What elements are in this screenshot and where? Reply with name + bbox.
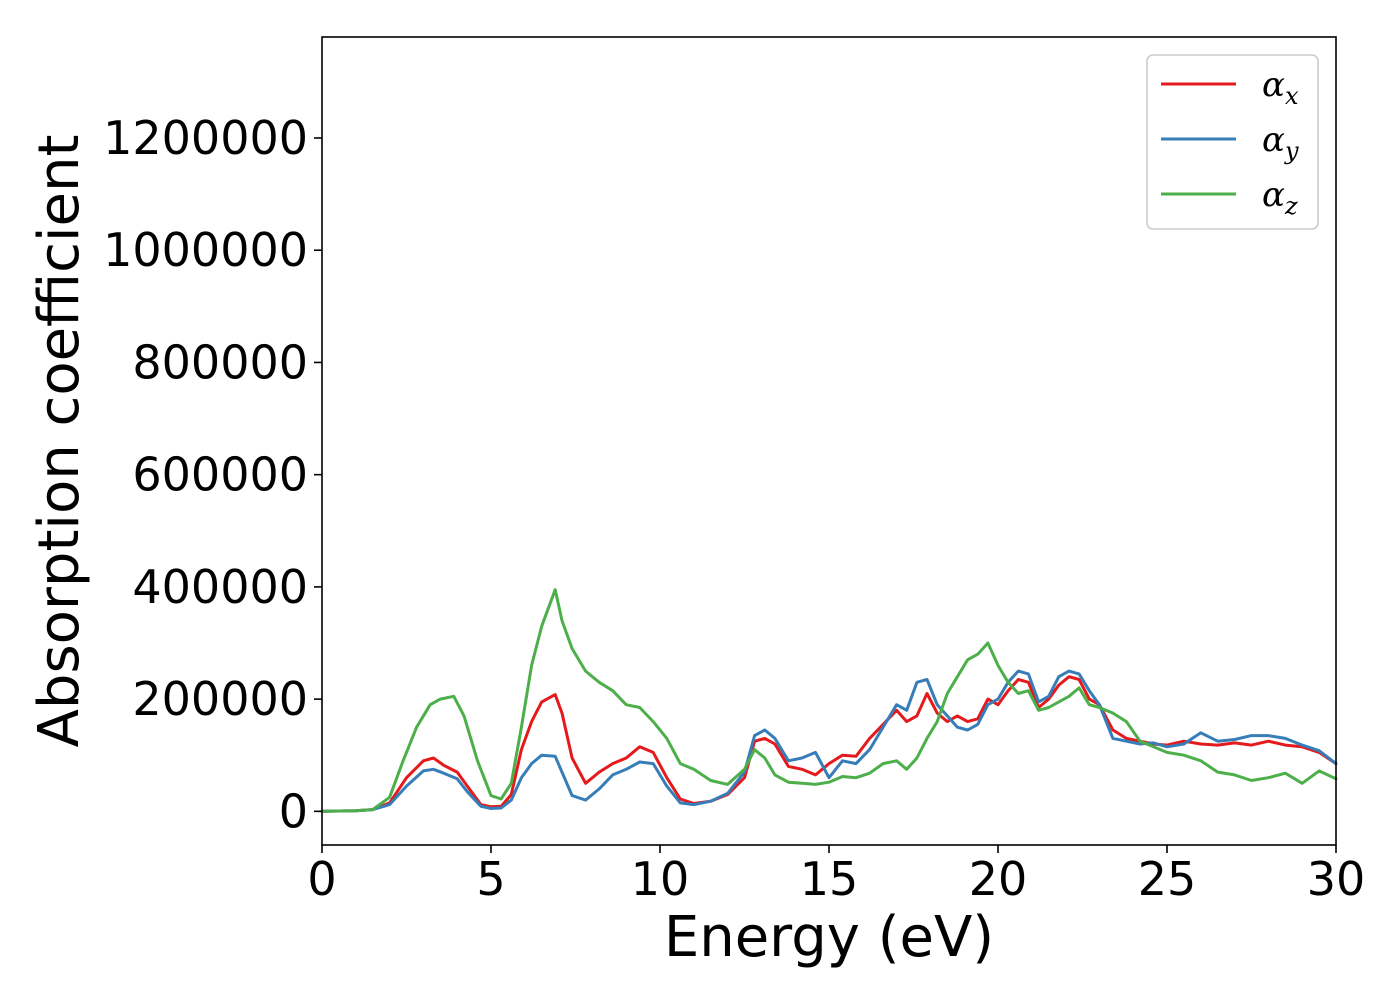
x-tick-label: 0	[307, 852, 336, 906]
y-tick-label: 400000	[132, 560, 308, 614]
series-line-x	[320, 675, 1338, 813]
y-tick-label: 200000	[132, 672, 308, 726]
x-tick-label: 5	[476, 852, 505, 906]
y-tick-label: 0	[279, 784, 308, 838]
y-tick-label: 600000	[132, 448, 308, 502]
series-line-y	[320, 669, 1338, 813]
y-tick-label: 1200000	[103, 111, 308, 165]
x-tick-label: 20	[969, 852, 1028, 906]
x-tick-label: 15	[800, 852, 859, 906]
series-line-z	[320, 588, 1338, 813]
ticks-layer: 0 5 10 15 20 25 30 0 200000 400000 600000 800000 100…	[103, 111, 1365, 906]
series-layer	[320, 588, 1338, 813]
y-tick-label: 800000	[132, 335, 308, 389]
y-tick-label: 1000000	[103, 223, 308, 277]
x-tick-label: 10	[631, 852, 690, 906]
x-tick-label: 30	[1307, 852, 1366, 906]
x-axis-title: Energy (eV)	[664, 905, 994, 970]
x-tick-label: 25	[1138, 852, 1197, 906]
y-axis-title: Absorption coefficient	[27, 135, 92, 748]
legend-box	[1146, 54, 1319, 230]
